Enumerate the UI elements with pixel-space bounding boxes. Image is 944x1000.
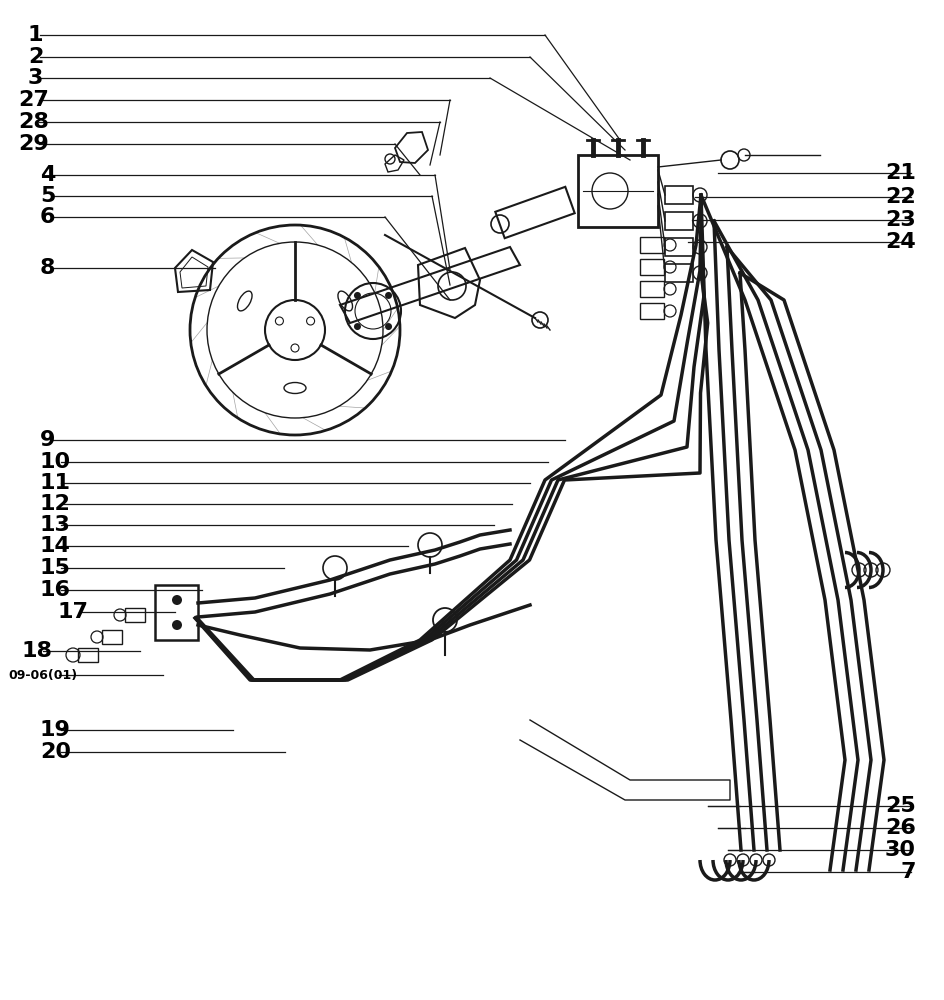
Text: 8: 8	[40, 258, 56, 278]
Text: 14: 14	[40, 536, 71, 556]
Text: 20: 20	[40, 742, 71, 762]
Text: 19: 19	[40, 720, 71, 740]
Text: 27: 27	[18, 90, 49, 110]
Text: 13: 13	[40, 515, 71, 535]
Text: 16: 16	[40, 580, 71, 600]
Text: 28: 28	[18, 112, 49, 132]
Text: 17: 17	[58, 602, 89, 622]
Text: 4: 4	[40, 165, 56, 185]
Circle shape	[172, 595, 182, 605]
Text: 15: 15	[40, 558, 71, 578]
Text: 25: 25	[885, 796, 916, 816]
Circle shape	[276, 317, 283, 325]
Circle shape	[172, 620, 182, 630]
Circle shape	[385, 292, 392, 299]
Text: 23: 23	[885, 210, 916, 230]
Text: 22: 22	[885, 187, 916, 207]
Text: 6: 6	[40, 207, 56, 227]
Circle shape	[307, 317, 314, 325]
Text: 11: 11	[40, 473, 71, 493]
Text: 24: 24	[885, 232, 916, 252]
Text: 21: 21	[885, 163, 916, 183]
Text: 5: 5	[40, 186, 56, 206]
Text: 12: 12	[40, 494, 71, 514]
Text: 3: 3	[28, 68, 43, 88]
Circle shape	[291, 344, 299, 352]
Text: 09-06(01): 09-06(01)	[8, 668, 77, 682]
Text: 10: 10	[40, 452, 71, 472]
Text: 1: 1	[28, 25, 43, 45]
Text: 18: 18	[22, 641, 53, 661]
Circle shape	[385, 154, 395, 164]
Text: 29: 29	[18, 134, 49, 154]
Text: 9: 9	[40, 430, 56, 450]
Circle shape	[354, 323, 361, 330]
Circle shape	[385, 323, 392, 330]
Text: 2: 2	[28, 47, 43, 67]
Text: 30: 30	[885, 840, 916, 860]
Text: 26: 26	[885, 818, 916, 838]
Text: 7: 7	[901, 862, 916, 882]
Circle shape	[354, 292, 361, 299]
